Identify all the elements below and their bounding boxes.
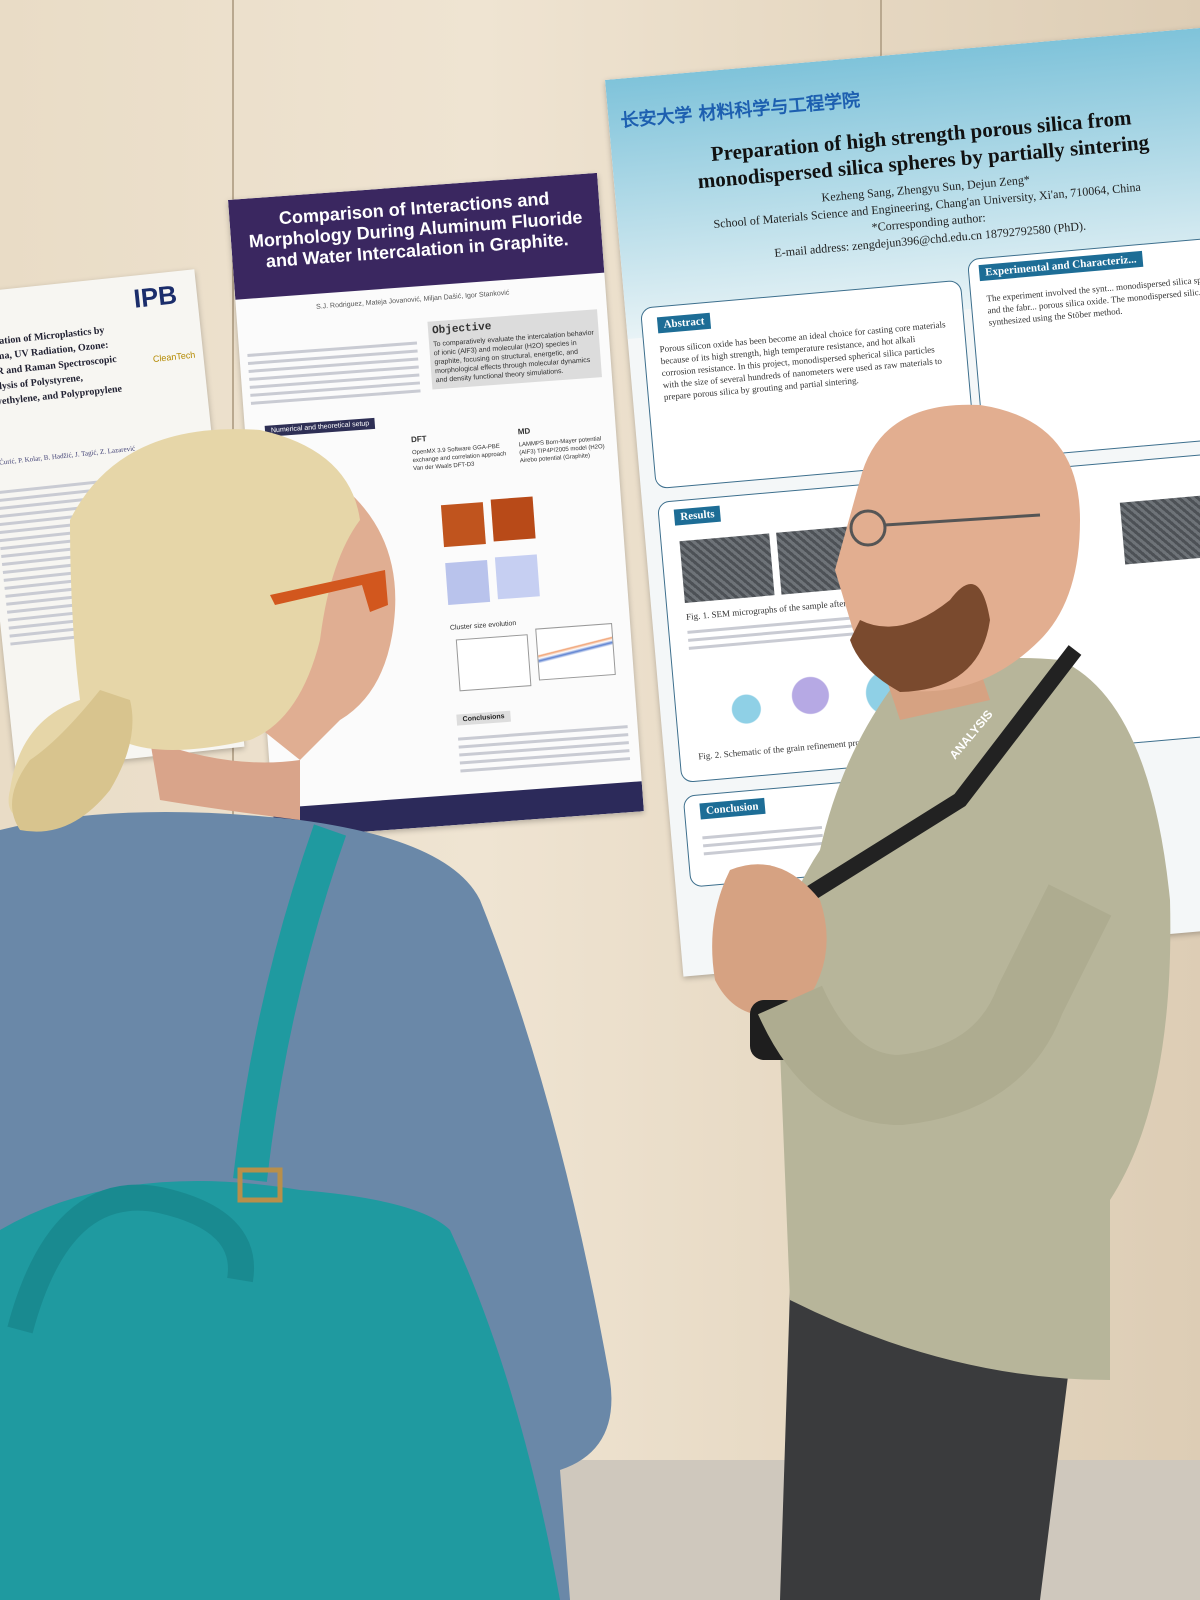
woman: [0, 429, 612, 1600]
man-head: [835, 404, 1080, 692]
glasses: [270, 570, 388, 612]
man-glasses: [849, 509, 1041, 547]
backpack-strap: [233, 824, 347, 1182]
lanyard: [795, 645, 1082, 907]
man-shirt: [775, 658, 1171, 1380]
woman-neck: [150, 740, 300, 820]
man-beard: [850, 584, 990, 692]
wall-seam: [232, 0, 234, 1500]
backpack-handle: [7, 1184, 254, 1334]
woman-ponytail: [12, 690, 133, 832]
backpack: [0, 1181, 560, 1600]
man-arm: [758, 884, 1112, 1126]
man-hands: [712, 864, 827, 1016]
man: ANALYSIS: [712, 404, 1171, 1600]
backpack-buckle: [237, 1167, 283, 1203]
